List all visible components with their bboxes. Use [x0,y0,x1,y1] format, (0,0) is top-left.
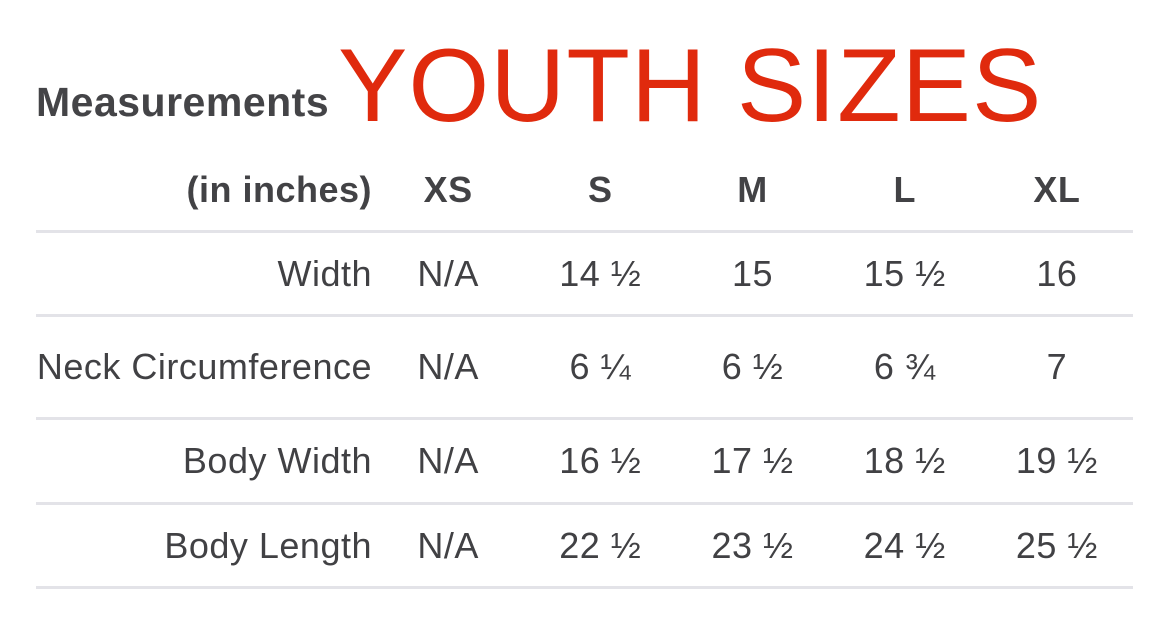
row-label: Body Width [182,440,372,482]
table-cell: 7 [1046,346,1068,388]
table-cell: 24 ½ [863,524,946,566]
table-cell: 15 [731,252,774,294]
column-header-s: S [588,169,613,211]
column-header-xs: XS [423,169,473,211]
youth-sizes-title: YOUTH SIZES [338,28,1043,144]
table-cell: 15 ½ [863,252,946,294]
size-table: (in inches) XS S M L XL Width N/A 14 ½ 1… [36,150,1133,589]
table-row-width: Width N/A 14 ½ 15 15 ½ 16 [36,233,1133,317]
table-cell: N/A [417,440,479,482]
table-cell: 6 ½ [721,346,784,388]
table-header-row: (in inches) XS S M L XL [36,150,1133,233]
column-header-l: L [893,169,916,211]
table-cell: 19 ½ [1015,440,1098,482]
column-header-m: M [737,169,768,211]
table-cell: 17 ½ [711,440,794,482]
table-row-body-width: Body Width N/A 16 ½ 17 ½ 18 ½ 19 ½ [36,420,1133,505]
table-row-body-length: Body Length N/A 22 ½ 23 ½ 24 ½ 25 ½ [36,505,1133,589]
table-cell: 23 ½ [711,524,794,566]
column-header-xl: XL [1033,169,1081,211]
table-cell: 6 ¾ [873,346,936,388]
row-label: Neck Circumference [36,346,372,388]
table-cell: 22 ½ [559,524,642,566]
table-cell: N/A [417,346,479,388]
table-cell: 25 ½ [1015,524,1098,566]
table-cell: 6 ¼ [569,346,632,388]
table-cell: 16 ½ [559,440,642,482]
table-cell: 16 [1036,252,1078,294]
unit-label: (in inches) [186,169,372,211]
table-cell: 14 ½ [559,252,642,294]
row-label: Width [277,252,372,294]
table-row-neck-circumference: Neck Circumference N/A 6 ¼ 6 ½ 6 ¾ 7 [36,317,1133,420]
measurements-title: Measurements [36,79,330,125]
table-cell: 18 ½ [863,440,946,482]
row-label: Body Length [164,524,372,566]
table-cell: N/A [417,252,479,294]
table-cell: N/A [417,524,479,566]
